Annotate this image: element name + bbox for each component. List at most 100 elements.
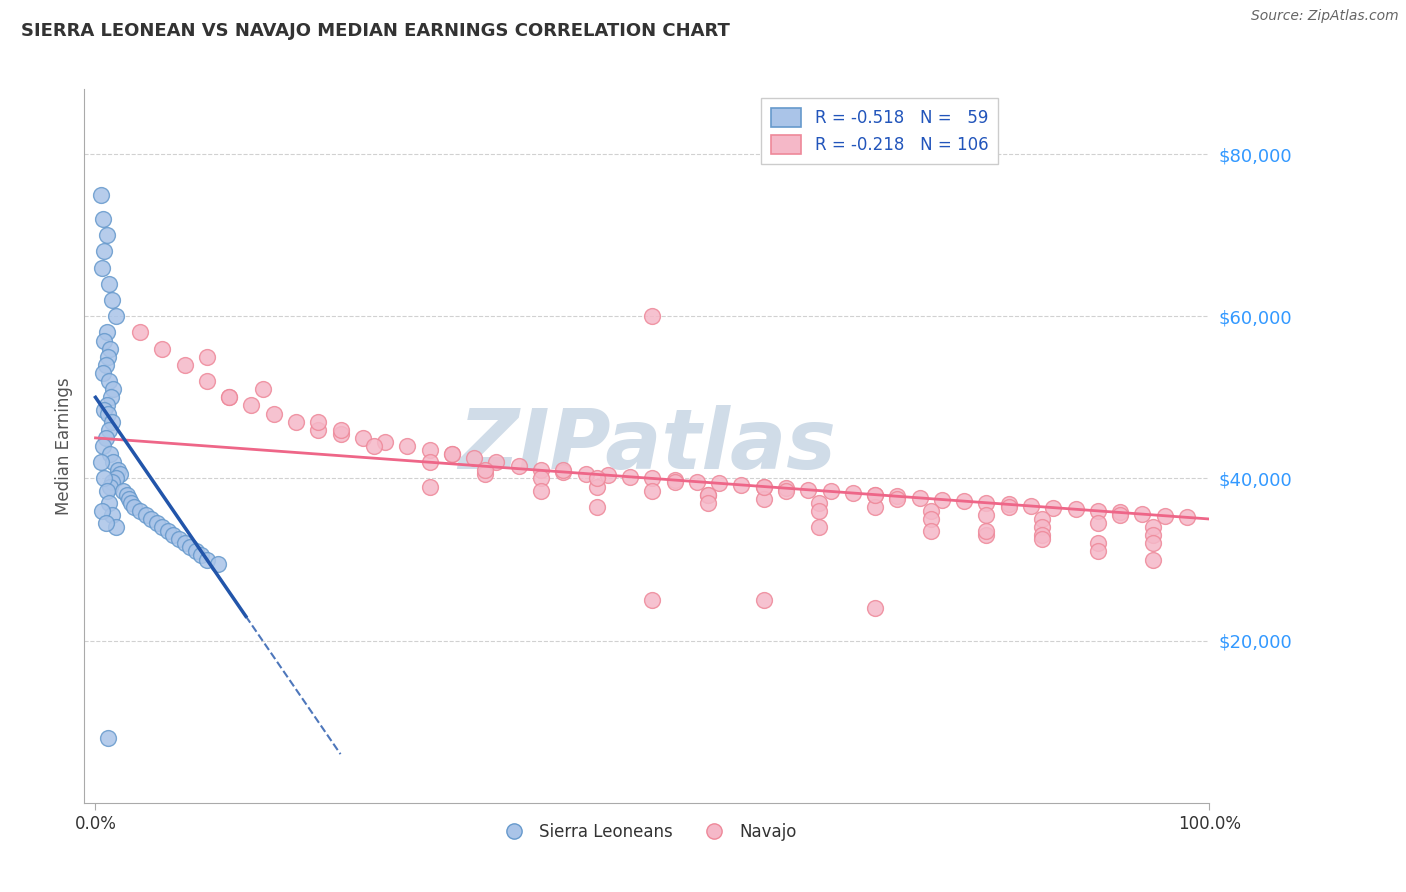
Point: [585, 500, 607, 514]
Point: [908, 491, 931, 505]
Point: [1031, 520, 1053, 534]
Point: [797, 483, 820, 497]
Point: [1064, 502, 1087, 516]
Point: [97, 374, 120, 388]
Point: [1142, 552, 1164, 566]
Point: [103, 382, 125, 396]
Point: [1087, 516, 1109, 530]
Point: [124, 500, 146, 514]
Point: [775, 481, 797, 495]
Point: [252, 382, 274, 396]
Point: [94, 358, 117, 372]
Point: [474, 467, 496, 482]
Point: [195, 552, 218, 566]
Point: [1087, 504, 1109, 518]
Point: [707, 476, 730, 491]
Point: [808, 496, 831, 510]
Point: [150, 342, 173, 356]
Point: [96, 483, 118, 498]
Point: [697, 488, 720, 502]
Point: [863, 488, 886, 502]
Point: [97, 407, 120, 421]
Legend: Sierra Leoneans, Navajo: Sierra Leoneans, Navajo: [491, 817, 803, 848]
Point: [752, 479, 775, 493]
Point: [307, 415, 329, 429]
Point: [195, 374, 218, 388]
Point: [98, 479, 121, 493]
Point: [263, 407, 285, 421]
Point: [162, 528, 184, 542]
Point: [93, 334, 115, 348]
Text: SIERRA LEONEAN VS NAVAJO MEDIAN EARNINGS CORRELATION CHART: SIERRA LEONEAN VS NAVAJO MEDIAN EARNINGS…: [21, 22, 730, 40]
Point: [101, 475, 124, 490]
Point: [207, 557, 229, 571]
Point: [167, 533, 190, 547]
Point: [1031, 528, 1053, 542]
Point: [100, 390, 122, 404]
Point: [329, 426, 352, 441]
Point: [98, 447, 121, 461]
Text: Source: ZipAtlas.com: Source: ZipAtlas.com: [1251, 9, 1399, 23]
Point: [97, 277, 120, 291]
Point: [752, 491, 775, 506]
Point: [863, 601, 886, 615]
Point: [329, 423, 352, 437]
Point: [997, 497, 1019, 511]
Point: [91, 260, 114, 275]
Point: [96, 326, 118, 340]
Point: [150, 520, 173, 534]
Point: [463, 451, 485, 466]
Point: [1019, 499, 1042, 513]
Point: [94, 516, 117, 530]
Point: [240, 399, 263, 413]
Point: [953, 494, 976, 508]
Point: [173, 536, 195, 550]
Point: [641, 593, 664, 607]
Point: [190, 549, 212, 563]
Point: [920, 524, 942, 538]
Point: [976, 524, 998, 538]
Point: [931, 492, 953, 507]
Point: [1031, 512, 1053, 526]
Point: [1031, 533, 1053, 547]
Point: [91, 439, 114, 453]
Point: [1109, 506, 1132, 520]
Point: [101, 293, 124, 307]
Point: [97, 423, 120, 437]
Point: [530, 483, 553, 498]
Point: [307, 423, 329, 437]
Point: [641, 483, 664, 498]
Point: [686, 475, 709, 489]
Point: [808, 504, 831, 518]
Point: [93, 471, 115, 485]
Point: [118, 491, 141, 506]
Y-axis label: Median Earnings: Median Earnings: [55, 377, 73, 515]
Point: [352, 431, 374, 445]
Point: [530, 463, 553, 477]
Point: [1130, 507, 1153, 521]
Point: [97, 496, 120, 510]
Point: [664, 473, 686, 487]
Point: [93, 244, 115, 259]
Point: [135, 508, 157, 522]
Point: [97, 350, 120, 364]
Point: [91, 366, 114, 380]
Point: [585, 471, 607, 485]
Point: [440, 447, 463, 461]
Point: [863, 488, 886, 502]
Point: [104, 310, 127, 324]
Point: [184, 544, 207, 558]
Point: [752, 593, 775, 607]
Point: [419, 443, 441, 458]
Point: [173, 358, 195, 372]
Point: [530, 471, 553, 485]
Point: [596, 468, 619, 483]
Point: [284, 415, 307, 429]
Point: [697, 488, 720, 502]
Point: [641, 310, 664, 324]
Point: [730, 478, 752, 492]
Point: [863, 500, 886, 514]
Point: [1087, 536, 1109, 550]
Point: [485, 455, 508, 469]
Point: [141, 512, 163, 526]
